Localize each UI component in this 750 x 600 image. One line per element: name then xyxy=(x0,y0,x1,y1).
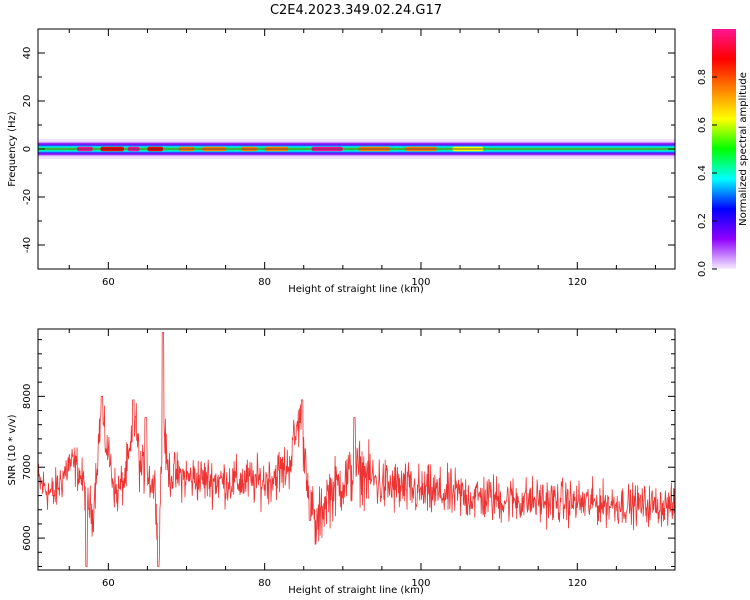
x-tick-label: 120 xyxy=(568,578,587,589)
colorbar-gradient xyxy=(712,29,736,269)
snr-series-line xyxy=(38,332,675,567)
snr-y-ticks: 6000 7000 8000 xyxy=(22,339,675,567)
snr-plot-area xyxy=(38,329,675,570)
y-tick-label: 40 xyxy=(22,47,33,60)
y-tick-label: 8000 xyxy=(22,384,33,409)
x-tick-label: 60 xyxy=(102,578,115,589)
snr-x-label: Height of straight line (km) xyxy=(288,585,424,596)
colorbar-tick-label: 0.8 xyxy=(697,69,708,85)
y-tick-label: 7000 xyxy=(22,454,33,479)
x-tick-label: 80 xyxy=(258,578,271,589)
colorbar: 0.0 0.2 0.4 0.6 0.8 Normalized spectral ampl… xyxy=(697,29,749,277)
y-tick-label: 20 xyxy=(22,95,33,108)
snr-frame xyxy=(37,328,676,571)
snr-x-ticks: 60 80 100 120 xyxy=(68,329,656,589)
x-tick-label: 80 xyxy=(258,277,271,288)
colorbar-ticks: 0.0 0.2 0.4 0.6 0.8 xyxy=(697,69,717,277)
spectrogram-x-label: Height of straight line (km) xyxy=(288,284,424,295)
spectrogram-band xyxy=(38,138,675,160)
spectrogram-y-label: Frequency (Hz) xyxy=(7,111,18,187)
colorbar-tick-label: 0.6 xyxy=(697,117,708,133)
x-tick-label: 60 xyxy=(102,277,115,288)
figure-title: C2E4.2023.349.02.24.G17 xyxy=(270,3,442,18)
colorbar-tick-label: 0.0 xyxy=(697,261,708,277)
spectrogram-y-ticks: -40 -20 0 20 40 xyxy=(22,28,675,270)
y-tick-label: 0 xyxy=(22,146,33,152)
colorbar-tick-label: 0.4 xyxy=(697,165,708,181)
spectrogram-panel: 60 80 100 120 -40 -20 0 20 40 Height of straigh… xyxy=(7,28,676,295)
y-tick-label: 6000 xyxy=(22,525,33,550)
x-tick-label: 100 xyxy=(411,277,430,288)
colorbar-label: Normalized spectral amplitude xyxy=(738,72,749,226)
snr-panel: 60 80 100 120 6000 7000 8000 Height of straig… xyxy=(7,328,676,596)
x-tick-label: 100 xyxy=(411,578,430,589)
snr-y-label: SNR (10 * v/v) xyxy=(7,414,18,485)
spectrogram-x-ticks: 60 80 100 120 xyxy=(68,29,656,288)
y-tick-label: -20 xyxy=(22,189,33,205)
x-tick-label: 120 xyxy=(568,277,587,288)
y-tick-label: -40 xyxy=(22,237,33,253)
colorbar-tick-label: 0.2 xyxy=(697,213,708,229)
